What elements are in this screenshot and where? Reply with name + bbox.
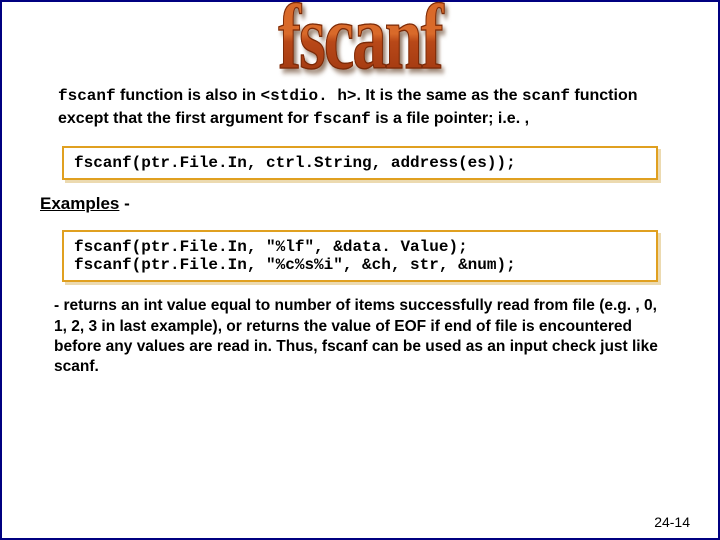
slide-title: fscanf xyxy=(20,0,700,78)
code-inline-fscanf2: fscanf xyxy=(313,110,371,128)
examples-label: Examples xyxy=(40,194,119,213)
content-area: fscanf function is also in <stdio. h>. I… xyxy=(2,85,718,377)
code-box-examples: fscanf(ptr.File.In, "%lf", &data. Value)… xyxy=(62,230,658,282)
intro-text-2: . It is the same as the xyxy=(357,87,522,104)
code-box-syntax: fscanf(ptr.File.In, ctrl.String, address… xyxy=(62,146,658,180)
returns-paragraph: - returns an int value equal to number o… xyxy=(54,296,666,377)
intro-text-1: function is also in xyxy=(116,87,261,104)
examples-dash: - xyxy=(119,194,129,213)
intro-paragraph: fscanf function is also in <stdio. h>. I… xyxy=(58,85,662,130)
code-inline-stdioh: <stdio. h> xyxy=(261,87,357,105)
slide-frame: fscanf fscanf function is also in <stdio… xyxy=(0,0,720,540)
code-inline-scanf: scanf xyxy=(522,87,570,105)
intro-text-4: is a file pointer; i.e. , xyxy=(371,110,529,127)
slide-number: 24-14 xyxy=(654,514,690,530)
examples-heading: Examples - xyxy=(40,194,662,214)
code-inline-fscanf: fscanf xyxy=(58,87,116,105)
